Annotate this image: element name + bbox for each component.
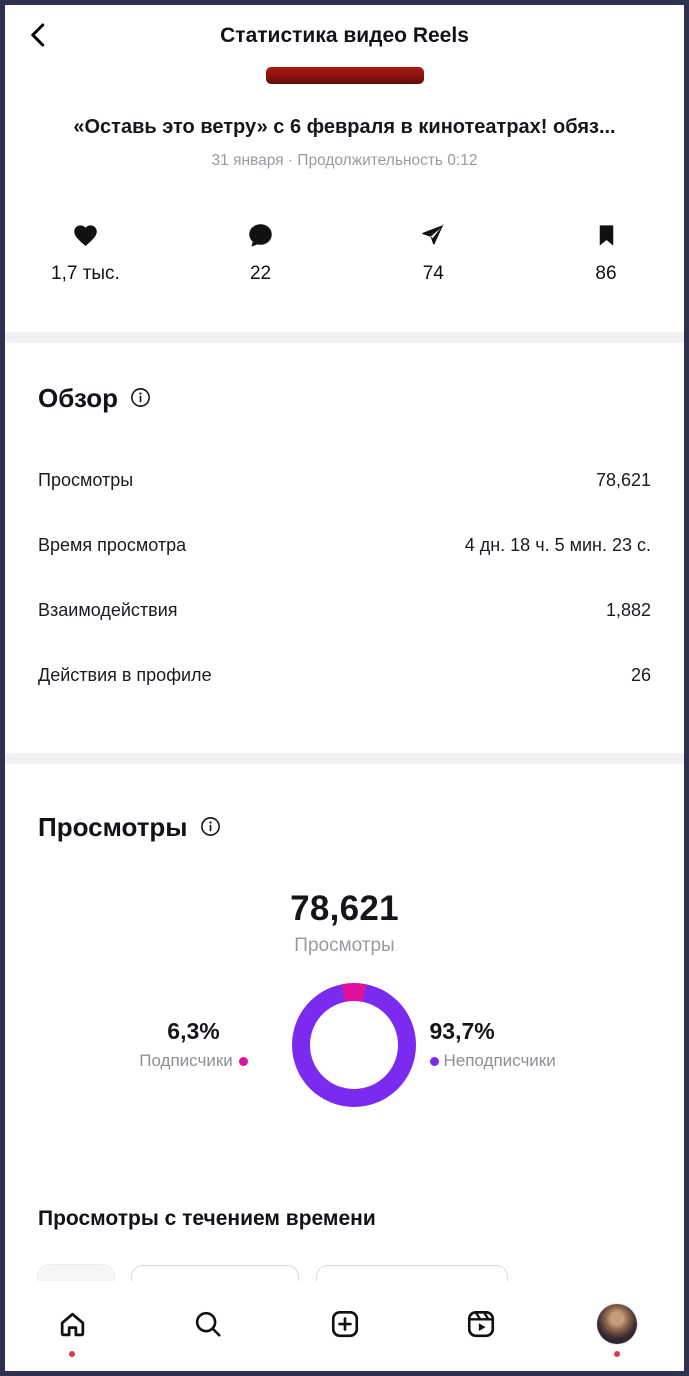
non-followers-label: Неподписчики [443, 1050, 556, 1070]
post-title: «Оставь это ветру» с 6 февраля в кинотеа… [73, 116, 616, 138]
metric-label: Взаимодействия [38, 600, 178, 620]
heart-icon [72, 222, 99, 249]
shares-stat: 74 [401, 222, 465, 285]
comment-icon [247, 222, 274, 249]
overview-title: Обзор [38, 383, 118, 413]
views-title: Просмотры [38, 812, 188, 842]
followers-label: Подписчики [139, 1050, 233, 1070]
engagement-stats-row: 1,7 тыс. 22 74 86 [5, 222, 684, 285]
share-icon [420, 222, 447, 249]
likes-stat: 1,7 тыс. [51, 222, 120, 285]
views-over-time-section: Просмотры с течением времени [5, 1207, 684, 1231]
section-divider [5, 332, 684, 343]
bookmark-icon [593, 222, 620, 249]
metric-row-interactions: Взаимодействия 1,882 [38, 578, 651, 643]
header: Статистика видео Reels [5, 5, 684, 67]
overview-section: Обзор Просмотры 78,621 Время просмотра 4… [5, 343, 684, 753]
likes-count: 1,7 тыс. [51, 263, 120, 284]
non-followers-percent: 93,7% [429, 1017, 495, 1044]
comments-stat: 22 [229, 222, 293, 285]
views-over-time-title: Просмотры с течением времени [38, 1207, 376, 1230]
back-button[interactable] [21, 18, 57, 54]
followers-breakdown-chart: 6,3% Подписчики 93,7% Неподписчики [38, 983, 651, 1107]
shares-count: 74 [422, 263, 444, 284]
metric-value: 4 дн. 18 ч. 5 мин. 23 с. [464, 535, 651, 555]
video-thumbnail-sliver[interactable] [265, 67, 424, 84]
comments-count: 22 [249, 263, 272, 284]
nav-search[interactable] [179, 1303, 237, 1371]
post-meta: 31 января · Продолжительность 0:12 [211, 152, 478, 169]
metric-label: Действия в профиле [38, 665, 212, 685]
views-donut [291, 983, 416, 1107]
metric-row-profile-activity: Действия в профиле 26 [38, 643, 651, 708]
metric-label: Просмотры [38, 470, 134, 490]
metric-row-views: Просмотры 78,621 [38, 448, 651, 513]
followers-percent: 6,3% [167, 1017, 220, 1044]
plus-square-icon [330, 1303, 360, 1345]
non-followers-legend-dot [429, 1056, 439, 1066]
search-icon [193, 1303, 223, 1345]
metric-label: Время просмотра [38, 535, 187, 555]
metric-value: 78,621 [595, 470, 651, 490]
page-title: Статистика видео Reels [220, 24, 469, 47]
nav-reels[interactable] [452, 1303, 510, 1371]
section-divider [5, 753, 684, 764]
metric-row-watch-time: Время просмотра 4 дн. 18 ч. 5 мин. 23 с. [38, 513, 651, 578]
metric-value: 26 [630, 665, 651, 685]
home-icon [57, 1303, 88, 1345]
metric-value: 1,882 [605, 600, 651, 620]
nav-create[interactable] [316, 1303, 374, 1371]
reels-icon [466, 1303, 496, 1345]
info-icon [129, 386, 152, 412]
profile-avatar [597, 1304, 637, 1344]
bottom-nav [5, 1281, 684, 1371]
profile-notification-dot [614, 1351, 620, 1357]
views-total-label: Просмотры [294, 935, 395, 956]
info-icon [199, 815, 222, 841]
chevron-left-icon [24, 20, 54, 53]
followers-segment-label: 6,3% Подписчики [110, 1018, 278, 1073]
overview-info-button[interactable] [129, 386, 152, 412]
non-followers-segment-label: 93,7% Неподписчики [429, 1017, 580, 1073]
saves-count: 86 [595, 263, 617, 284]
saves-stat: 86 [574, 222, 638, 285]
nav-profile[interactable] [588, 1303, 646, 1371]
views-section: Просмотры 78,621 Просмотры 6,3% Подписчи… [5, 764, 684, 1107]
home-notification-dot [69, 1351, 75, 1357]
followers-legend-dot [238, 1056, 248, 1066]
overview-metrics: Просмотры 78,621 Время просмотра 4 дн. 1… [38, 448, 651, 708]
views-total: 78,621 [290, 889, 399, 928]
views-info-button[interactable] [199, 815, 222, 841]
nav-home[interactable] [43, 1303, 101, 1371]
